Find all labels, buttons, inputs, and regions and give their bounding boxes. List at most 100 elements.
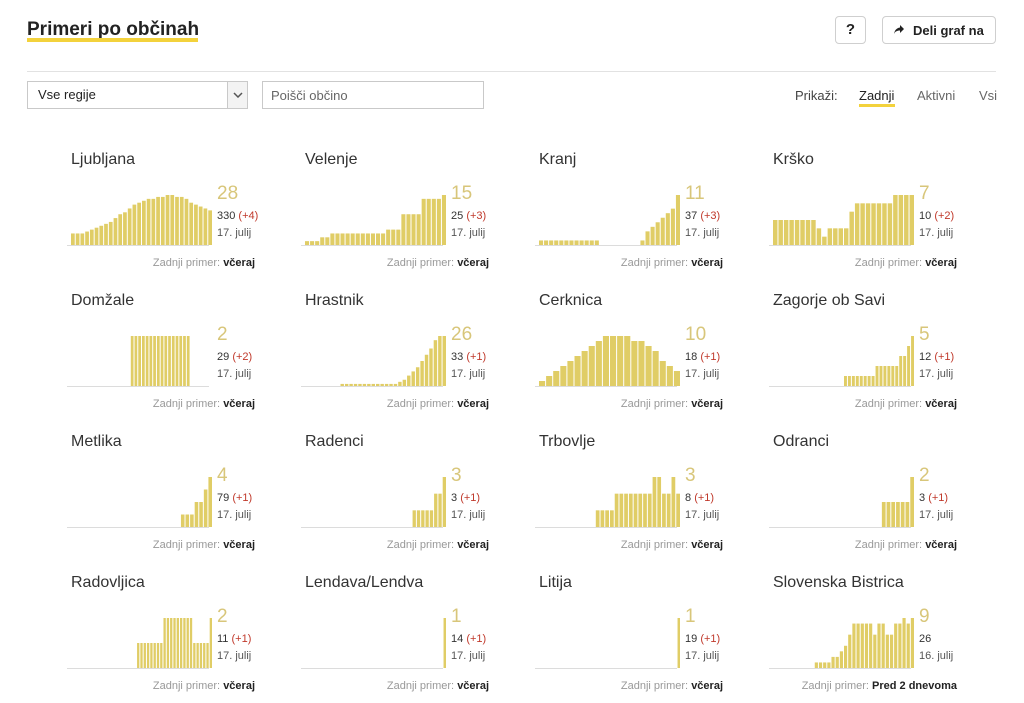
chart-bar <box>643 493 647 527</box>
chart-bar <box>142 336 145 386</box>
new-cases-delta: (+1) <box>460 492 481 504</box>
total-cases: 10 (+2) <box>919 210 954 222</box>
total-cases: 8 (+1) <box>685 492 714 504</box>
chart-bar <box>426 198 431 245</box>
chart-bar <box>811 220 816 245</box>
municipality-card[interactable]: Metlika 4 79 (+1) 17. julij Zadnji primer: v… <box>67 433 291 563</box>
chart-baseline <box>67 245 209 246</box>
chart-bar <box>864 623 869 668</box>
last-case-value: včeraj <box>691 257 723 269</box>
chart-bar <box>127 208 132 245</box>
data-date: 17. julij <box>919 509 954 521</box>
last-case-value: včeraj <box>691 539 723 551</box>
chart-bar <box>145 336 149 386</box>
chart-bar <box>610 336 617 386</box>
chart-bar <box>371 383 375 386</box>
chart-bar <box>628 493 633 527</box>
municipality-card[interactable]: Hrastnik 26 33 (+1) 17. julij Zadnji primer:… <box>301 292 525 422</box>
chart-baseline <box>67 386 209 387</box>
chart-bar <box>381 233 386 245</box>
municipality-card[interactable]: Radovljica 2 11 (+1) 17. julij Zadnji primer… <box>67 574 291 703</box>
chart-bar <box>175 196 179 245</box>
last-case-value: včeraj <box>457 680 489 692</box>
show-option-vsi[interactable]: Vsi <box>979 88 998 103</box>
title-underline <box>27 38 198 42</box>
chart-bar <box>886 502 891 527</box>
municipality-card[interactable]: Velenje 15 25 (+3) 17. julij Zadnji primer: … <box>301 151 525 281</box>
divider <box>27 71 996 72</box>
new-cases-delta: (+4) <box>238 210 259 222</box>
show-option-aktivni[interactable]: Aktivni <box>917 88 956 103</box>
chart-bar <box>429 348 433 386</box>
municipality-name: Odranci <box>773 433 830 450</box>
chart-bar <box>99 225 104 245</box>
municipality-card[interactable]: Domžale 2 29 (+2) 17. julij Zadnji primer: v… <box>67 292 291 422</box>
municipality-name: Velenje <box>305 151 358 168</box>
chart-bar <box>871 203 876 245</box>
chart-bar <box>156 336 160 386</box>
active-cases-value: 4 <box>217 465 228 486</box>
chart-bar <box>666 493 671 527</box>
municipality-card[interactable]: Krško 7 10 (+2) 17. julij Zadnji primer: vče… <box>769 151 993 281</box>
last-case-value: včeraj <box>457 257 489 269</box>
chart-bar <box>189 618 193 668</box>
chart-bar <box>208 210 212 245</box>
total-cases-value: 14 <box>451 633 464 645</box>
municipality-card[interactable]: Ljubljana 28 330 (+4) 17. julij Zadnji prime… <box>67 151 291 281</box>
municipality-card[interactable]: Kranj 11 37 (+3) 17. julij Zadnji primer: vč… <box>535 151 759 281</box>
municipality-card[interactable]: Litija 1 19 (+1) 17. julij Zadnji primer: vč… <box>535 574 759 703</box>
share-button[interactable]: Deli graf na <box>882 16 996 44</box>
chart-bar <box>434 493 438 527</box>
chart-bar <box>113 218 118 245</box>
chart-bar <box>160 196 165 245</box>
chart-bar <box>362 383 367 386</box>
data-date: 17. julij <box>217 368 252 380</box>
chart-bar <box>860 203 865 245</box>
chart-bar <box>442 336 446 386</box>
chart-bar <box>655 222 660 245</box>
new-cases-delta: (+1) <box>928 492 949 504</box>
last-case-value: včeraj <box>223 398 255 410</box>
chart-bar <box>879 366 883 386</box>
chart-bar <box>887 366 891 386</box>
chevron-down-icon[interactable] <box>227 82 247 108</box>
last-case-value: včeraj <box>925 257 957 269</box>
chart-bar <box>350 233 355 245</box>
chart-bar <box>160 336 164 386</box>
cases-bar-chart <box>71 453 217 528</box>
chart-bar <box>903 356 907 386</box>
total-cases: 26 <box>919 633 931 645</box>
chart-bar <box>877 623 881 668</box>
last-case-label: Zadnji primer: <box>854 539 923 551</box>
chart-bar <box>902 618 906 668</box>
total-cases: 25 (+3) <box>451 210 486 222</box>
chart-bar <box>574 240 579 245</box>
municipality-card[interactable]: Lendava/Lendva 1 14 (+1) 17. julij Zadnji pr… <box>301 574 525 703</box>
region-select[interactable]: Vse regije <box>27 81 248 109</box>
cases-bar-chart <box>539 312 685 387</box>
chart-bar <box>441 195 446 245</box>
help-button[interactable]: ? <box>835 16 866 44</box>
municipality-card[interactable]: Cerknica 10 18 (+1) 17. julij Zadnji primer:… <box>535 292 759 422</box>
municipality-card[interactable]: Slovenska Bistrica 9 26 16. julij Zadnji pri… <box>769 574 993 703</box>
municipality-search-input[interactable] <box>262 81 484 109</box>
municipality-card[interactable]: Odranci 2 3 (+1) 17. julij Zadnji primer: vč… <box>769 433 993 563</box>
chart-bar <box>163 618 166 668</box>
chart-bar <box>171 336 175 386</box>
chart-bar <box>863 376 867 386</box>
last-case-value: včeraj <box>223 539 255 551</box>
chart-bar <box>421 510 425 527</box>
new-cases-delta: (+1) <box>700 633 721 645</box>
chart-bar <box>401 214 406 245</box>
chart-bar <box>605 510 609 527</box>
municipality-card[interactable]: Zagorje ob Savi 5 12 (+1) 17. julij Zadnji p… <box>769 292 993 422</box>
chart-bar <box>305 241 310 245</box>
chart-bar <box>134 336 138 386</box>
show-option-zadnji[interactable]: Zadnji <box>859 88 895 103</box>
chart-bar <box>411 371 415 386</box>
municipality-card[interactable]: Radenci 3 3 (+1) 17. julij Zadnji primer: vč… <box>301 433 525 563</box>
chart-bar <box>398 381 402 386</box>
chart-bar <box>889 634 894 668</box>
municipality-name: Trbovlje <box>539 433 596 450</box>
municipality-card[interactable]: Trbovlje 3 8 (+1) 17. julij Zadnji primer: v… <box>535 433 759 563</box>
